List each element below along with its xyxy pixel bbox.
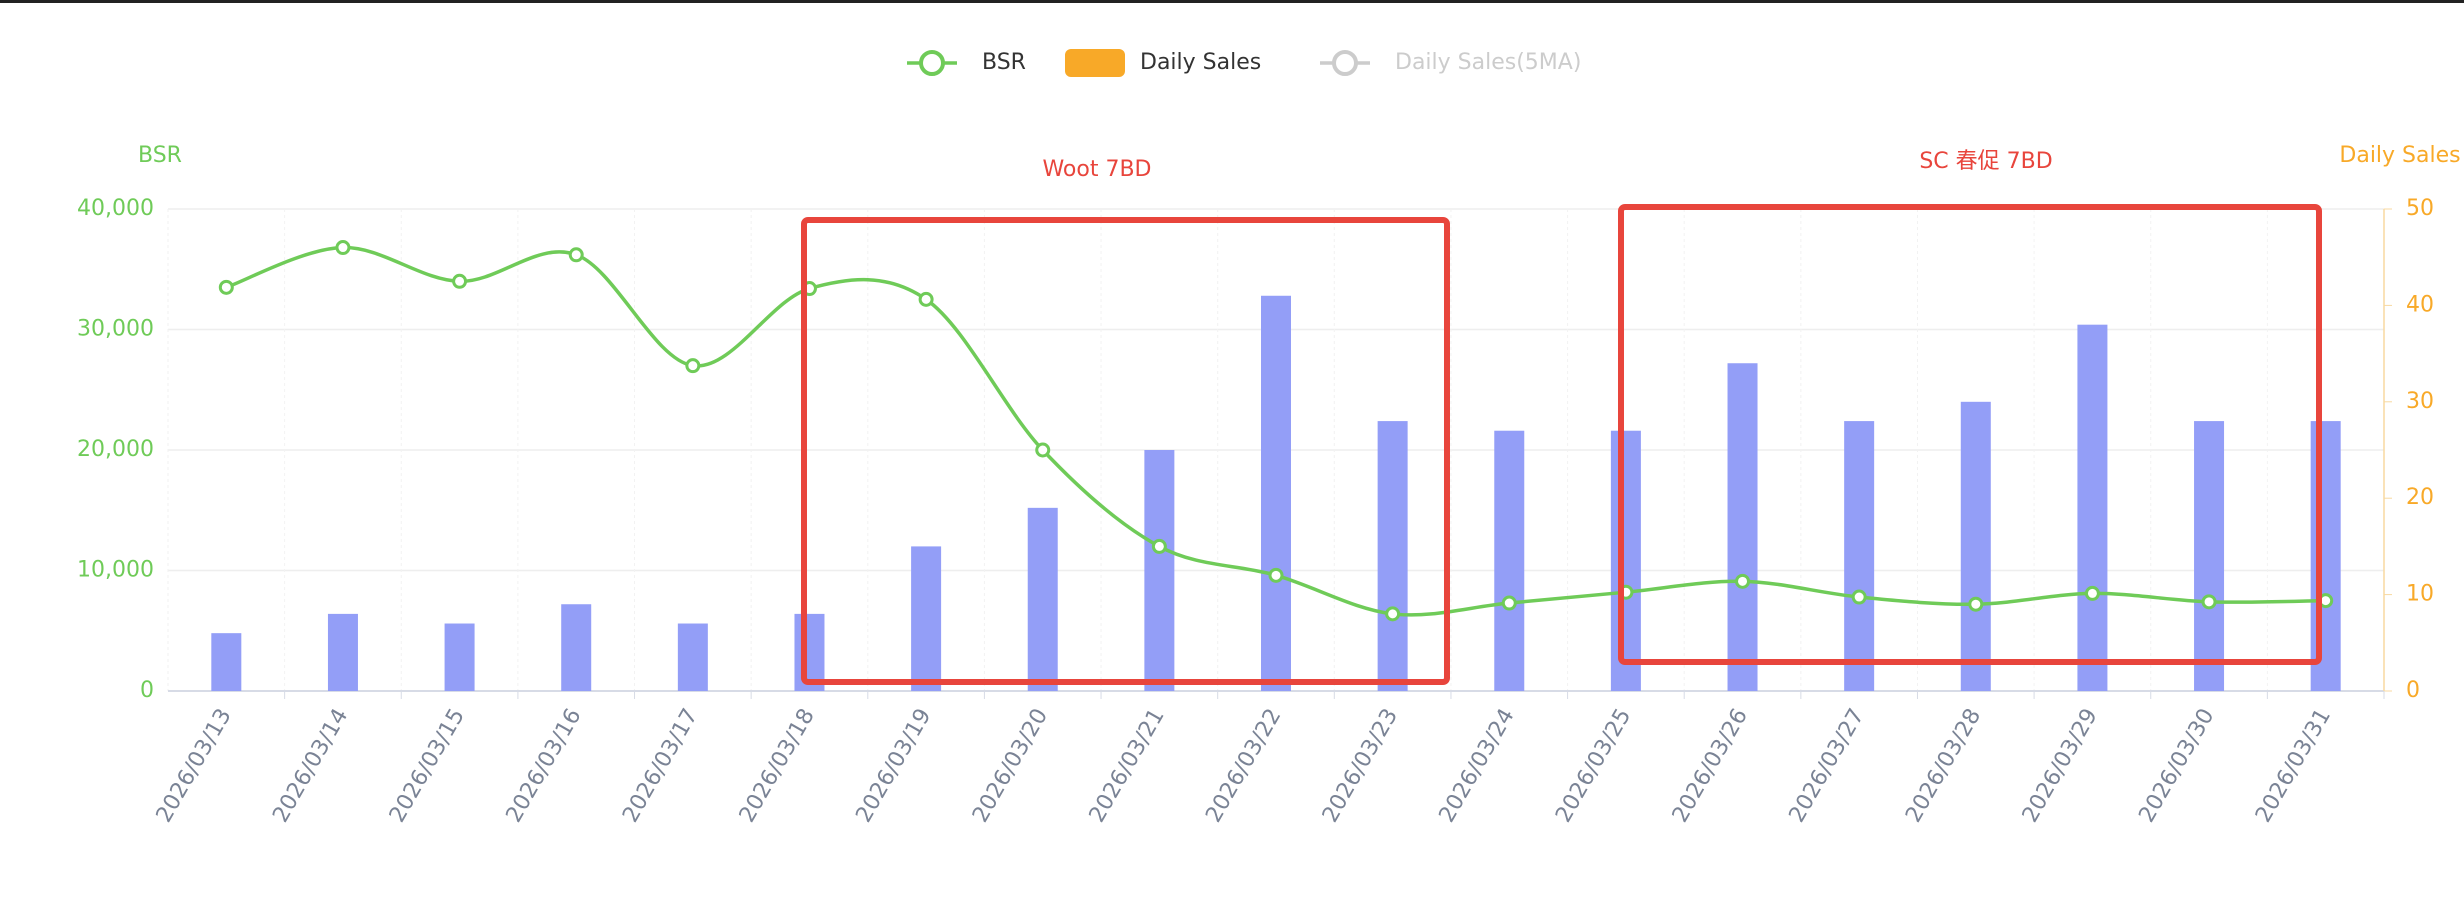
x-tick-label: 2026/03/21 [1085,705,1170,827]
legend-swatch [1332,50,1358,76]
x-tick-label: 2026/03/16 [502,705,587,827]
x-tick-label: 2026/03/28 [1901,705,1986,827]
bar [2077,324,2108,691]
legend-swatch [919,50,945,76]
point [2201,594,2217,610]
point [1151,538,1167,554]
annotation-text: SC 春促 7BD [1919,149,2052,174]
legend-swatch [1065,49,1125,77]
y2-tick-label: 50 [2406,196,2434,221]
y2-tick-label: 20 [2406,485,2434,510]
point [918,291,934,307]
legend-label: Daily Sales(5MA) [1395,50,1581,75]
x-tick-label: 2026/03/18 [735,705,820,827]
bar [1377,421,1408,691]
x-tick-label: 2026/03/29 [2018,705,2103,827]
bar [1494,430,1525,691]
point [568,247,584,263]
bar [1727,363,1758,691]
point [1851,589,1867,605]
annotation-box [1618,204,2322,665]
x-tick-label: 2026/03/17 [618,705,703,827]
bar [1960,401,1991,691]
bar [1027,507,1058,691]
x-tick-label: 2026/03/22 [1201,705,1286,827]
legend-item[interactable]: BSR [907,50,1026,76]
bar [1261,295,1291,691]
y2-axis-label: Daily Sales [2339,143,2460,168]
bar [794,613,825,691]
bar [444,623,475,691]
x-tick-label: 2026/03/27 [1784,705,1869,827]
point [335,240,351,256]
y-tick-label: 30,000 [77,317,154,342]
point [1035,442,1051,458]
bar [1610,430,1641,691]
y-tick-label: 10,000 [77,558,154,583]
bar [2194,421,2225,691]
x-tick-label: 2026/03/30 [2134,705,2219,827]
x-tick-label: 2026/03/20 [968,705,1053,827]
y-axis-label: BSR [138,143,182,168]
y2-tick-label: 0 [2406,678,2420,703]
legend-item[interactable]: Daily Sales [1065,49,1261,77]
point [1968,596,1984,612]
x-tick-label: 2026/03/31 [2251,705,2336,827]
x-tick-label: 2026/03/19 [851,704,936,826]
point [218,279,234,295]
legend-item[interactable]: Daily Sales(5MA) [1320,50,1581,76]
point [685,358,701,374]
bar [561,604,592,691]
x-tick-label: 2026/03/25 [1551,705,1636,827]
bar [1844,421,1875,691]
x-tick-label: 2026/03/14 [268,705,353,827]
x-tick-label: 2026/03/24 [1435,705,1520,827]
point [1268,567,1284,583]
legend-label: BSR [982,50,1026,75]
bar [2310,421,2341,691]
bar [327,613,358,691]
x-tick-label: 2026/03/15 [385,705,470,827]
y2-tick-label: 30 [2406,389,2434,414]
x-tick-label: 2026/03/13 [152,705,237,827]
y2-tick-label: 40 [2406,292,2434,317]
y2-tick-label: 10 [2406,582,2434,607]
point [452,273,468,289]
point [1385,606,1401,622]
annotation-box [801,217,1450,685]
legend-label: Daily Sales [1140,50,1261,75]
x-tick-label: 2026/03/23 [1318,705,1403,827]
bar [677,623,708,691]
point [1735,573,1751,589]
annotation-text: Woot 7BD [1042,157,1151,182]
y-tick-label: 0 [140,678,154,703]
point [1501,595,1517,611]
bar [211,633,242,691]
x-tick-label: 2026/03/26 [1668,705,1753,827]
top-border [0,0,2464,3]
bar [1144,450,1175,691]
bar [911,546,942,691]
point [2084,585,2100,601]
y-tick-label: 20,000 [77,437,154,462]
y-tick-label: 40,000 [77,196,154,221]
